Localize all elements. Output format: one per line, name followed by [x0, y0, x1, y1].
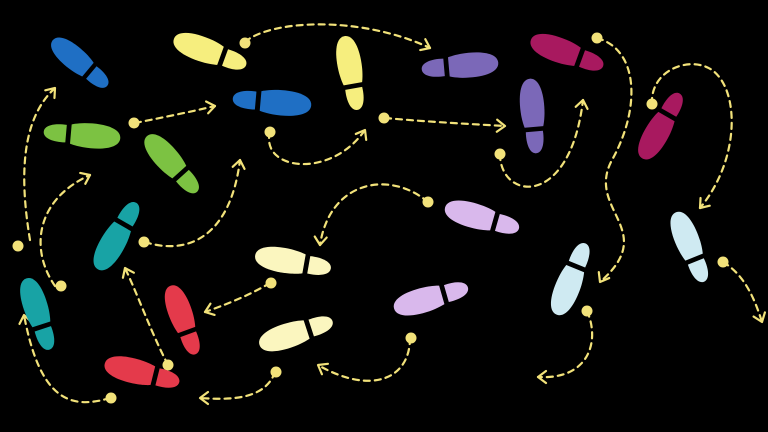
- footprint-blue-1: [45, 31, 115, 95]
- arrowhead-icon: [698, 196, 711, 210]
- trail-8: [498, 98, 585, 188]
- trail-dot: [265, 277, 277, 289]
- arrowhead-icon: [203, 302, 216, 317]
- arrowhead-icon: [198, 390, 210, 406]
- trail-6: [267, 128, 367, 166]
- trail-dot: [128, 117, 140, 129]
- trail-1: [23, 86, 57, 242]
- arrowhead-icon: [316, 362, 330, 376]
- path-dots: [12, 32, 729, 404]
- trail-dot: [646, 98, 658, 110]
- trail-7: [383, 116, 507, 128]
- footprint-red-1: [159, 281, 207, 359]
- trail-9: [595, 36, 633, 284]
- footprint-green-2: [137, 128, 207, 200]
- footprint-purple-1: [420, 50, 500, 82]
- footprint-cream-2: [255, 309, 337, 357]
- footprint-red-2: [101, 351, 183, 395]
- trail-dot: [264, 126, 276, 138]
- arrowhead-icon: [536, 369, 548, 385]
- trail-11: [318, 183, 430, 247]
- footprint-yellow-2: [332, 34, 370, 112]
- footprint-green-1: [42, 119, 122, 151]
- arrowhead-icon: [121, 266, 135, 279]
- footprint-teal-1: [87, 196, 147, 276]
- arrowhead-icon: [231, 158, 246, 171]
- trail-dot: [239, 37, 251, 49]
- arrowhead-icon: [79, 171, 92, 185]
- trail-13: [316, 336, 412, 382]
- trail-dot: [55, 280, 67, 292]
- trail-dot: [581, 305, 593, 317]
- arrowhead-icon: [204, 100, 217, 115]
- trail-4: [143, 158, 242, 248]
- trail-dot: [494, 148, 506, 160]
- trail-5: [243, 23, 432, 50]
- trail-18: [721, 260, 764, 324]
- arrowhead-icon: [313, 235, 328, 247]
- arrowhead-icon: [574, 98, 589, 111]
- trail-dot: [105, 392, 117, 404]
- trail-3: [133, 104, 217, 125]
- trail-17: [536, 309, 594, 379]
- trail-dot: [405, 332, 417, 344]
- footprint-yellow-1: [169, 27, 251, 77]
- footprint-magenta-2: [631, 87, 691, 165]
- footprint-lilac-1: [441, 195, 523, 241]
- trail-16: [22, 313, 112, 404]
- footprints: [14, 27, 716, 395]
- trail-dot: [162, 359, 174, 371]
- trail-15: [198, 370, 277, 400]
- trail-2: [39, 173, 92, 288]
- footprint-blue-2: [231, 85, 313, 119]
- footprint-lightblue-2: [664, 207, 716, 287]
- trail-dot: [270, 366, 282, 378]
- trail-12: [203, 281, 272, 314]
- trail-14: [123, 266, 170, 367]
- trail-dot: [591, 32, 603, 44]
- trail-dot: [378, 112, 390, 124]
- arrowhead-icon: [495, 118, 507, 133]
- arrowhead-icon: [752, 311, 767, 324]
- trail-dot: [138, 236, 150, 248]
- trail-dot: [422, 196, 434, 208]
- arrowhead-icon: [419, 38, 432, 52]
- footprint-cream-1: [253, 243, 333, 281]
- footprint-purple-2: [517, 77, 549, 155]
- footprint-lilac-2: [390, 275, 472, 321]
- arrowhead-icon: [597, 270, 611, 284]
- trail-dot: [717, 256, 729, 268]
- dashed-paths: [18, 23, 767, 406]
- arrowhead-icon: [44, 86, 57, 100]
- trail-dot: [12, 240, 24, 252]
- arrowhead-icon: [354, 128, 368, 142]
